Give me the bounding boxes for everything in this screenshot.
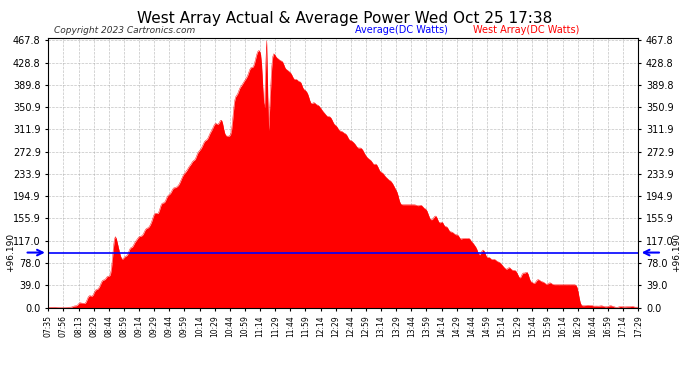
Text: +96.190: +96.190 <box>672 233 681 272</box>
Text: Copyright 2023 Cartronics.com: Copyright 2023 Cartronics.com <box>55 26 195 35</box>
Text: West Array Actual & Average Power Wed Oct 25 17:38: West Array Actual & Average Power Wed Oc… <box>137 11 553 26</box>
Text: +96.190: +96.190 <box>6 233 14 272</box>
Text: West Array(DC Watts): West Array(DC Watts) <box>473 25 580 35</box>
Text: Average(DC Watts): Average(DC Watts) <box>355 25 448 35</box>
